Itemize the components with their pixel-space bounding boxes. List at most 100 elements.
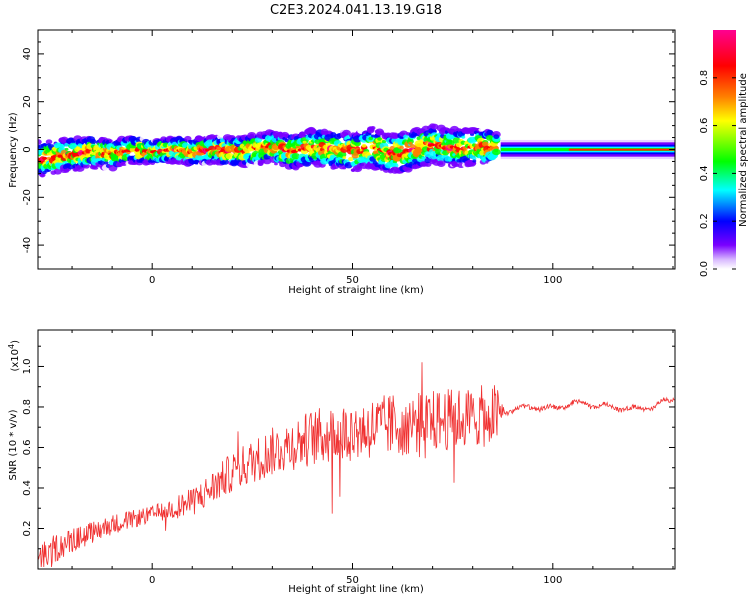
spectrogram-ytick-label: -40 xyxy=(22,237,33,253)
snr-xtick-label: 0 xyxy=(149,575,155,586)
spectrogram-cell xyxy=(361,143,367,148)
spectrogram-cell xyxy=(274,162,278,166)
spectrogram-cell xyxy=(472,159,477,163)
snr-line xyxy=(38,362,675,568)
spectrogram-cell xyxy=(408,158,413,163)
snr-ytick-label: 0.2 xyxy=(22,521,33,537)
spectrogram-cell xyxy=(494,148,499,153)
spectrogram-xtick-label: 50 xyxy=(346,275,359,286)
spectrogram-cell xyxy=(225,152,234,160)
svg-text:(x104): (x104) xyxy=(7,340,21,372)
spectrogram-cell xyxy=(342,166,347,170)
snr-xtick-label: 100 xyxy=(543,575,562,586)
spectrogram-ytick-label: 40 xyxy=(22,48,33,61)
spectrogram-cell xyxy=(104,161,109,165)
spectrogram-cell xyxy=(216,147,221,151)
spectrogram-cell xyxy=(399,145,404,150)
colorbar-ticks: 0.0 0.2 0.4 0.6 0.8 xyxy=(699,70,736,277)
spectrogram-cell xyxy=(342,129,351,137)
spectrogram-ticks: 0 50 100 -40 -20 0 20 40 xyxy=(22,29,675,286)
spectrogram-cell xyxy=(461,135,466,139)
snr-scale-suffix: ) xyxy=(10,340,21,344)
spectrogram-cell xyxy=(299,131,306,137)
spectrogram-centerline xyxy=(568,148,675,151)
spectrogram-cell xyxy=(108,139,113,143)
spectrogram-cell xyxy=(193,159,200,165)
spectrogram-heatmap xyxy=(38,123,675,178)
spectrogram-xlabel: Height of straight line (km) xyxy=(288,285,424,296)
spectrogram-cell xyxy=(430,123,439,130)
spectrogram-cell xyxy=(391,162,399,169)
spectrogram-cell xyxy=(64,147,69,151)
spectrogram-cell xyxy=(452,137,461,144)
spectrogram-cell xyxy=(403,134,409,139)
spectrogram-cell xyxy=(221,159,229,165)
spectrogram-cell xyxy=(302,140,307,144)
spectrogram-cell xyxy=(342,156,347,160)
spectrogram-peak xyxy=(429,143,436,147)
colorbar-tick-label: 0.0 xyxy=(699,261,710,277)
spectrogram-cell xyxy=(38,139,42,145)
spectrogram-cell xyxy=(371,134,375,138)
spectrogram-cell xyxy=(487,160,497,168)
spectrogram-cell xyxy=(472,161,477,165)
spectrogram-cell xyxy=(432,129,437,134)
snr-ytick-label: 1.0 xyxy=(22,359,33,375)
spectrogram-cell xyxy=(254,137,262,143)
spectrogram-cell xyxy=(305,144,313,151)
snr-ylabel: SNR (10 * v/v) xyxy=(8,409,19,480)
spectrogram-xtick-label: 0 xyxy=(149,275,155,286)
spectrogram-cell xyxy=(436,160,446,167)
spectrogram-cell xyxy=(368,136,374,141)
spectrogram-ytick-label: 20 xyxy=(22,95,33,108)
spectrogram-cell xyxy=(45,139,53,145)
snr-panel: 0 50 100 0.2 0.4 0.6 0.8 1.0 Height of straight… xyxy=(7,329,676,595)
spectrogram-cell xyxy=(121,160,127,165)
spectrogram-panel: 0 50 100 -40 -20 0 20 40 Height of straight lin… xyxy=(8,29,676,296)
spectrogram-cell xyxy=(291,152,301,160)
snr-scale-label: (x104) xyxy=(7,340,21,372)
spectrogram-cell xyxy=(409,144,416,149)
spectrogram-peak xyxy=(42,156,48,160)
snr-ytick-label: 0.8 xyxy=(22,399,33,415)
colorbar-tick-label: 0.6 xyxy=(699,118,710,134)
snr-xtick-label: 50 xyxy=(346,575,359,586)
spectrogram-cell xyxy=(493,134,500,140)
snr-ticks: 0 50 100 0.2 0.4 0.6 0.8 1.0 xyxy=(22,330,675,586)
colorbar-gradient xyxy=(713,30,736,269)
colorbar-tick-label: 0.4 xyxy=(699,165,710,181)
spectrogram-cell xyxy=(348,156,354,162)
spectrogram-cell xyxy=(408,141,413,146)
colorbar: 0.0 0.2 0.4 0.6 0.8 Normalized spectral ampl… xyxy=(699,30,749,277)
spectrogram-cell xyxy=(321,158,327,163)
snr-series xyxy=(38,362,675,568)
spectrogram-cell xyxy=(247,131,257,139)
spectrogram-ytick-label: 0 xyxy=(22,146,33,152)
spectrogram-cell xyxy=(98,160,106,166)
spectrogram-cell xyxy=(89,139,97,145)
spectrogram-xtick-label: 100 xyxy=(543,275,562,286)
snr-scale-prefix: (x10 xyxy=(10,349,21,372)
colorbar-tick-label: 0.8 xyxy=(699,70,710,86)
spectrogram-cell xyxy=(64,142,70,147)
spectrogram-cell xyxy=(448,139,453,143)
spectrogram-cell xyxy=(354,140,362,147)
spectrogram-cell xyxy=(421,156,426,160)
spectrogram-cell xyxy=(482,141,489,147)
spectrogram-ytick-label: -20 xyxy=(22,189,33,205)
spectrogram-ylabel: Frequency (Hz) xyxy=(8,112,19,188)
snr-plot-area xyxy=(38,330,675,569)
colorbar-tick-label: 0.2 xyxy=(699,213,710,229)
spectrogram-cell xyxy=(472,156,477,161)
snr-ytick-label: 0.6 xyxy=(22,440,33,456)
colorbar-label: Normalized spectral amplitude xyxy=(738,73,749,227)
spectrogram-cell xyxy=(53,168,62,175)
spectrogram-cell xyxy=(377,137,382,141)
chart-title: C2E3.2024.041.13.19.G18 xyxy=(270,3,442,18)
snr-scale-exponent: 4 xyxy=(7,344,16,349)
spectrogram-cell xyxy=(129,147,136,153)
snr-frame xyxy=(37,329,676,570)
snr-ytick-label: 0.4 xyxy=(22,480,33,496)
spectrogram-cell xyxy=(370,126,376,130)
